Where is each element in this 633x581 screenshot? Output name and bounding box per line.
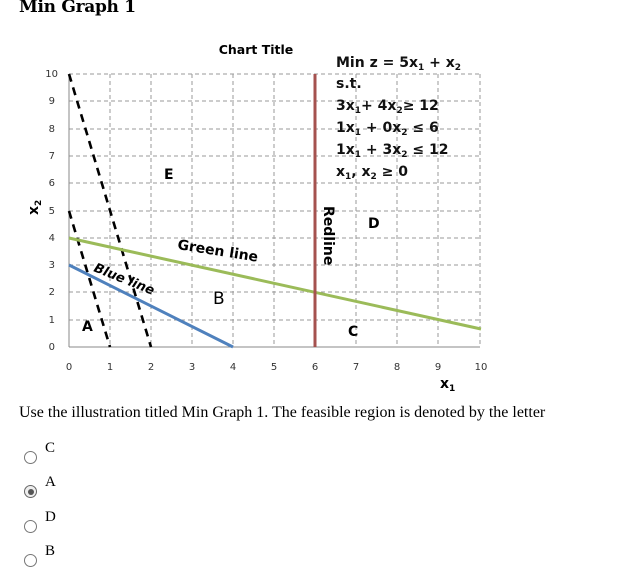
svg-text:7: 7 [353,362,359,373]
svg-text:8: 8 [49,124,55,135]
page-title: Min Graph 1 [19,0,136,17]
region-label-d: D [368,216,380,232]
svg-text:2: 2 [148,362,154,373]
svg-text:3: 3 [189,362,195,373]
option-label: B [45,543,56,559]
svg-text:4: 4 [49,233,55,244]
option-label: C [45,440,56,456]
svg-text:3: 3 [49,260,55,271]
svg-text:2: 2 [49,287,55,298]
grid [69,73,481,347]
chart-title: Chart Title [219,42,294,57]
svg-text:Min z = 5x1 + x2: Min z = 5x1 + x2 [336,55,461,73]
radio-option-a[interactable] [24,485,37,498]
svg-text:1x1 + 3x2 ≤ 12: 1x1 + 3x2 ≤ 12 [336,142,449,160]
svg-text:6: 6 [49,178,55,189]
x-axis-label: x1 [440,376,455,394]
svg-text:1: 1 [49,315,55,326]
svg-text:10: 10 [475,362,488,373]
svg-text:0: 0 [66,362,72,373]
region-label-c: C [348,324,358,340]
axes [68,74,480,348]
radio-option-d[interactable] [24,520,37,533]
blue-line [68,263,234,349]
radio-option-c[interactable] [24,451,37,464]
green-line [68,236,482,331]
svg-text:x1, x2 ≥ 0: x1, x2 ≥ 0 [336,164,408,182]
svg-text:5: 5 [49,206,55,217]
region-label-e: E [164,167,174,183]
region-labels: A B C D E [82,167,380,340]
option-label: D [45,509,56,525]
region-label-b: B [213,289,225,309]
svg-text:s.t.: s.t. [336,76,362,92]
svg-text:7: 7 [49,151,55,162]
option-d[interactable]: D [24,509,56,533]
option-a[interactable]: A [24,474,56,498]
svg-text:9: 9 [49,96,55,107]
red-line-label: Redline [320,206,336,265]
iso-cost-lines [67,73,153,348]
y-tick-labels: 0 1 2 3 4 5 6 7 8 9 10 [45,69,58,353]
model-annotation: Min z = 5x1 + x2 s.t. 3x1+ 4x2≥ 12 1x1 +… [336,55,461,182]
question-text: Use the illustration titled Min Graph 1.… [19,404,546,421]
svg-text:10: 10 [45,69,58,80]
y-axis-label: x2 [26,200,44,215]
radio-option-b[interactable] [24,554,37,567]
svg-text:4: 4 [230,362,236,373]
svg-text:1x1 + 0x2 ≤ 6: 1x1 + 0x2 ≤ 6 [336,120,439,138]
option-c[interactable]: C [24,440,55,464]
svg-text:3x1+ 4x2≥ 12: 3x1+ 4x2≥ 12 [336,98,439,116]
chart: 0 1 2 3 4 5 6 7 8 9 10 0 1 2 3 4 5 6 7 8 9 10 Chart Ti… [26,42,488,394]
svg-text:5: 5 [271,362,277,373]
svg-text:0: 0 [49,342,55,353]
svg-text:9: 9 [435,362,441,373]
option-label: A [45,474,56,490]
svg-text:8: 8 [394,362,400,373]
svg-text:6: 6 [312,362,318,373]
x-tick-labels: 0 1 2 3 4 5 6 7 8 9 10 [66,362,488,373]
green-line-label: Green line [176,237,259,266]
region-label-a: A [82,319,93,335]
option-b[interactable]: B [24,543,55,567]
svg-text:1: 1 [107,362,113,373]
